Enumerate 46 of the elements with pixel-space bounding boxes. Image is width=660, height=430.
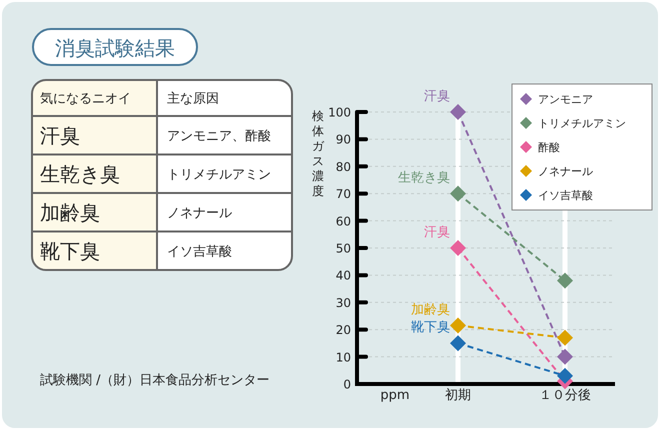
point: [450, 318, 466, 334]
y-tick-label: 20: [336, 323, 351, 338]
text: ppm: [380, 388, 410, 403]
annotation: 汗臭: [424, 89, 450, 104]
x-tick-label: １０分後: [539, 388, 591, 403]
legend-label: トリメチルアミン: [538, 117, 626, 130]
point: [557, 368, 573, 384]
text: イソ吉草酸: [167, 244, 232, 260]
text: 主な原因: [167, 90, 219, 107]
y-tick-label: 60: [336, 214, 351, 228]
point: [450, 240, 466, 256]
point: [557, 272, 573, 289]
annotation: 汗臭: [424, 225, 450, 240]
point: [450, 104, 466, 120]
y-tick-label: 90: [336, 132, 351, 147]
point: [450, 335, 466, 352]
y-tick-label: 50: [336, 242, 351, 256]
y-tick-label: 10: [336, 350, 351, 364]
text: トリメチルアミン: [167, 167, 271, 182]
text: 加齢臭: [40, 200, 100, 224]
y-tick-label: 80: [336, 160, 351, 174]
y-tick-label: 100: [328, 106, 351, 120]
y-tick-label: 0: [343, 378, 351, 392]
annotation: 生乾き臭: [398, 170, 450, 186]
legend-label: ノネナール: [538, 165, 593, 178]
text: 靴下臭: [40, 238, 100, 263]
y-tick-label: 70: [336, 187, 351, 202]
text: 汗臭: [40, 123, 80, 148]
legend-label: アンモニア: [538, 93, 593, 106]
point: [450, 186, 466, 202]
annotation: 靴下臭: [411, 320, 450, 336]
text: アンモニア、酢酸: [167, 128, 271, 144]
point: [557, 348, 573, 365]
legend-label: 酢酸: [538, 141, 560, 154]
x-tick-label: 初期: [445, 388, 471, 403]
annotation: 加齢臭: [411, 302, 450, 318]
text: 試験機関 /（財）日本食品分析センター: [40, 373, 270, 388]
y-tick-label: 30: [336, 296, 351, 310]
text: 生乾き臭: [40, 162, 120, 186]
y-tick-label: 40: [336, 268, 351, 283]
legend-label: イソ吉草酸: [538, 189, 593, 202]
text: 消臭試験結果: [55, 36, 175, 60]
point: [557, 330, 573, 346]
text: ノネナール: [167, 206, 232, 221]
text: 気になるニオイ: [40, 92, 131, 107]
y-axis-title: 検体ガス濃度: [312, 109, 325, 198]
